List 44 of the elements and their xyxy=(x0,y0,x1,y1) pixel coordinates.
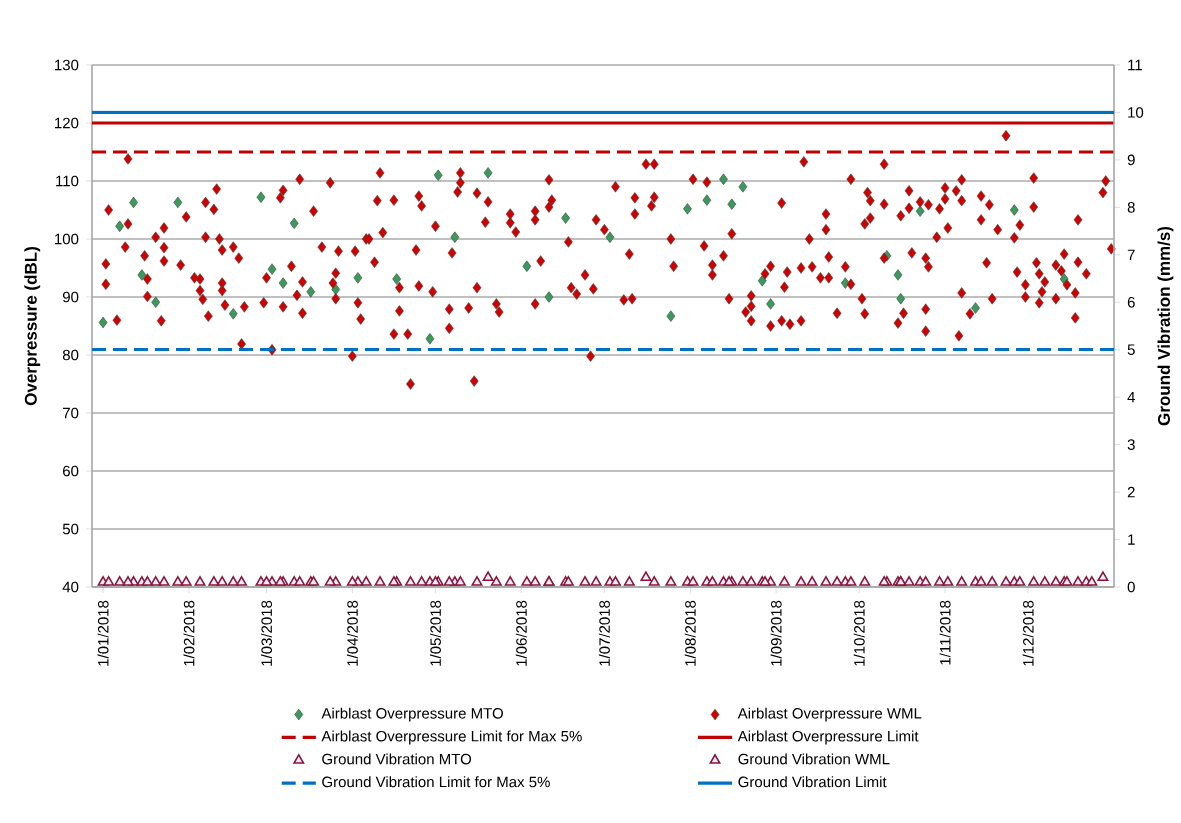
y2-tick-label: 2 xyxy=(1127,486,1135,498)
y-axis-title: Overpressure (dBL) xyxy=(24,247,41,406)
y2-tick-label: 7 xyxy=(1127,249,1135,260)
y-tick-label: 50 xyxy=(62,523,79,535)
y2-tick-label: 8 xyxy=(1127,202,1135,213)
x-tick-label: 1/01/2018 xyxy=(97,600,109,666)
x-tick-label: 1/07/2018 xyxy=(598,600,610,666)
y-tick-label: 110 xyxy=(56,175,79,187)
y2-tick-label: 11 xyxy=(1128,59,1142,71)
y2-tick-label: 3 xyxy=(1127,439,1135,450)
legend-label: Ground Vibration MTO xyxy=(322,753,472,765)
x-tick-label: 1/06/2018 xyxy=(515,600,527,666)
x-tick-label: 1/03/2018 xyxy=(261,600,273,666)
y2-tick-label: 6 xyxy=(1127,296,1135,308)
x-tick-label: 1/09/2018 xyxy=(770,600,782,666)
y-tick-label: 120 xyxy=(55,117,79,129)
y2-tick-label: 5 xyxy=(1127,344,1135,355)
y2-tick-label: 0 xyxy=(1127,581,1135,593)
x-tick-label: 1/08/2018 xyxy=(684,600,696,666)
y2-axis-title: Ground Vibration (mm/s) xyxy=(1157,226,1174,426)
legend-label: Ground Vibration WML xyxy=(738,753,890,765)
y2-tick-label: 1 xyxy=(1128,534,1135,545)
legend-label: Airblast Overpressure WML xyxy=(737,707,922,722)
x-tick-label: 1/05/2018 xyxy=(429,600,441,666)
legend-label: Ground Vibration Limit xyxy=(738,776,887,788)
x-tick-label: 1/02/2018 xyxy=(183,600,195,666)
x-tick-label: 1/12/2018 xyxy=(1022,600,1034,666)
y-tick-label: 90 xyxy=(62,291,79,303)
legend-label: Airblast Overpressure Limit for Max 5% xyxy=(321,730,582,745)
x-tick-label: 1/04/2018 xyxy=(346,600,358,666)
y2-tick-label: 10 xyxy=(1128,107,1144,118)
y2-tick-label: 4 xyxy=(1127,392,1135,403)
y2-tick-label: 9 xyxy=(1127,154,1135,166)
y-tick-label: 80 xyxy=(62,349,79,361)
x-tick-label: 1/10/2018 xyxy=(853,600,865,666)
y-tick-label: 40 xyxy=(62,581,79,593)
legend-label: Airblast Overpressure MTO xyxy=(321,707,503,722)
y-tick-label: 60 xyxy=(63,465,79,477)
y-tick-label: 70 xyxy=(63,407,79,419)
legend-label: Airblast Overpressure Limit xyxy=(737,730,919,745)
legend-label: Ground Vibration Limit for Max 5% xyxy=(322,776,550,788)
y-tick-label: 130 xyxy=(55,59,79,71)
y-tick-label: 100 xyxy=(55,233,79,245)
x-tick-label: 1/11/2018 xyxy=(939,600,951,665)
